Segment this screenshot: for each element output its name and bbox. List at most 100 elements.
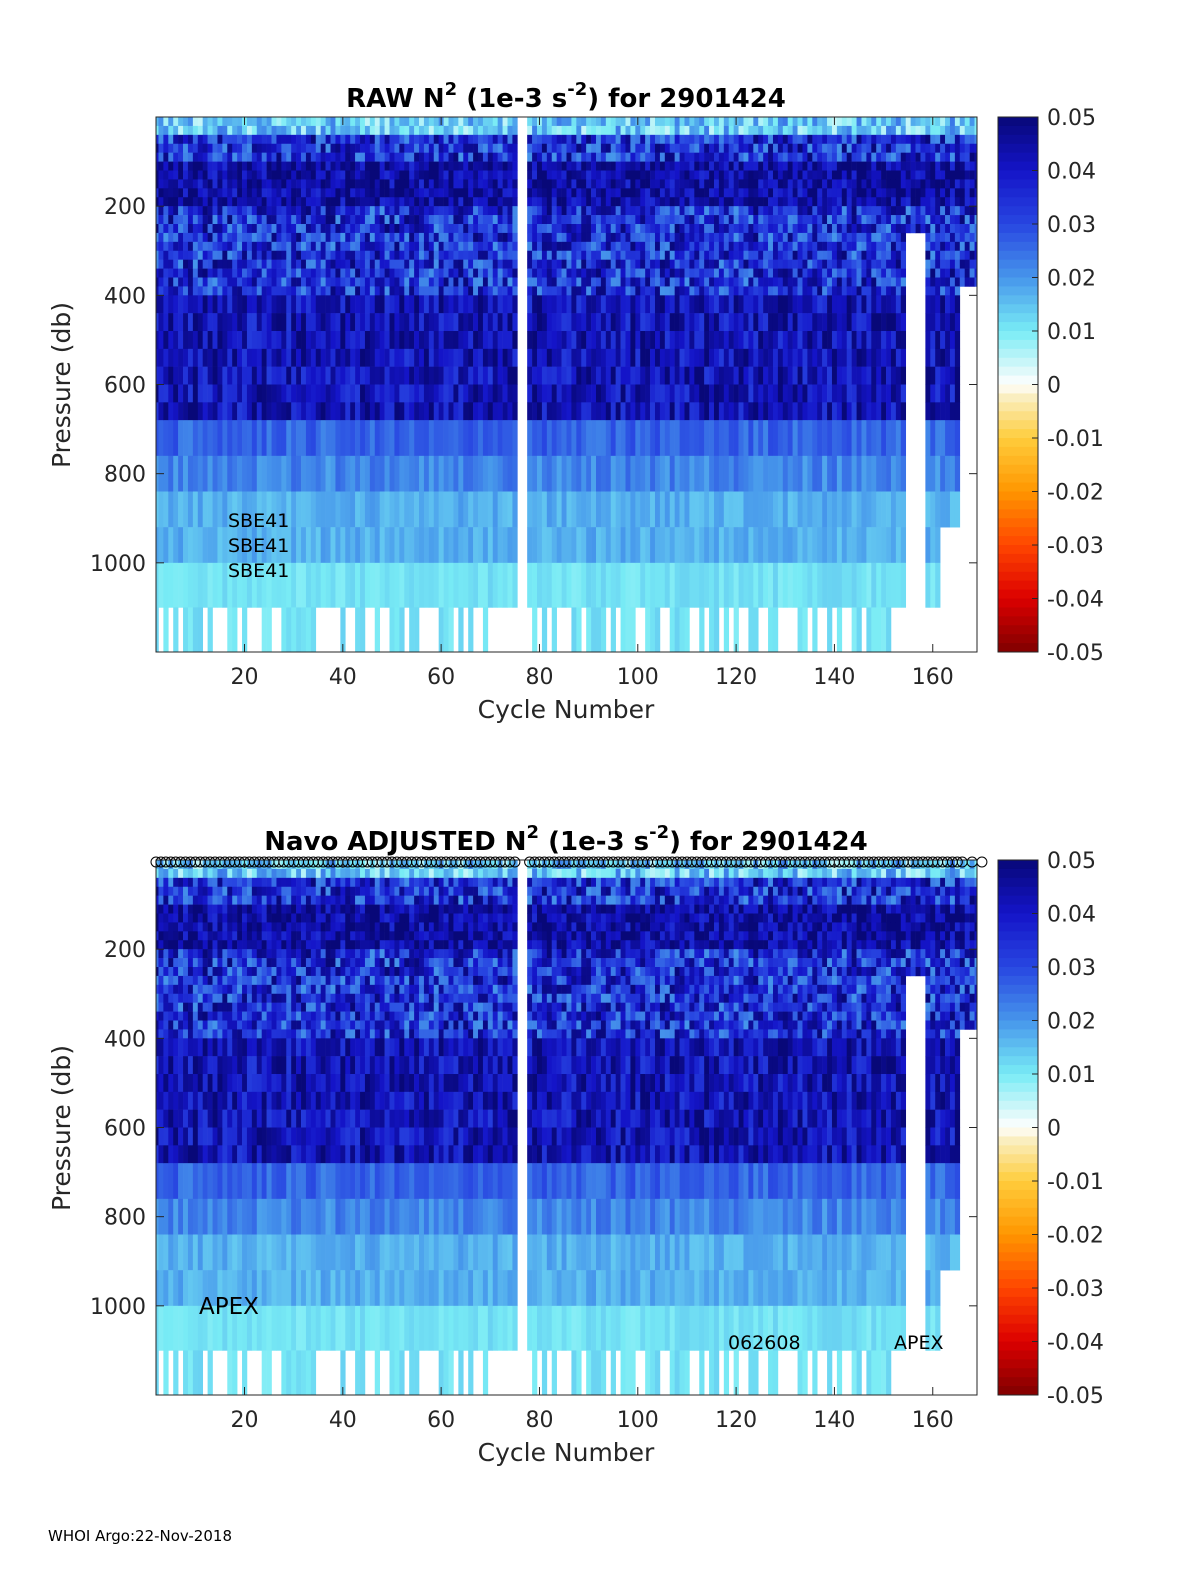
heatmap-cell [482,125,489,136]
heatmap-cell [822,241,828,252]
heatmap-cell [881,241,887,252]
heatmap-cell [659,188,666,198]
heatmap-cell [266,170,272,180]
heatmap-cell [256,143,262,153]
heatmap-cell [433,277,439,287]
heatmap-cell [482,197,489,207]
heatmap-cell [497,295,503,314]
heatmap-cell [163,366,169,385]
heatmap-cell [876,224,882,234]
heatmap-cell [699,277,705,287]
heatmap-cell [428,241,435,252]
heatmap-cell [246,241,253,252]
heatmap-cell [689,152,695,162]
heatmap-cell [537,143,543,153]
heatmap-cell [713,250,720,260]
heatmap-cell [527,232,533,243]
heatmap-cell [635,491,641,528]
heatmap-cell [541,125,548,136]
heatmap-cell [561,125,567,136]
heatmap-cell [183,215,189,225]
heatmap-cell [723,348,730,367]
heatmap-cell [605,295,612,314]
heatmap-cell [768,313,774,332]
heatmap-cell [507,215,513,225]
heatmap-cell [822,366,828,385]
heatmap-cell [817,420,823,457]
heatmap-cell [841,125,848,136]
heatmap-cell [787,268,793,278]
heatmap-cell [620,125,626,136]
heatmap-cell [507,197,513,207]
heatmap-cell [748,384,754,403]
heatmap-cell [168,170,174,180]
heatmap-cell [468,420,474,457]
heatmap-cell [433,215,439,225]
heatmap-cell [183,331,189,350]
heatmap-cell [468,491,474,528]
heatmap-cell [650,331,656,350]
heatmap-cell [232,152,238,162]
heatmap-cell [900,134,907,145]
heatmap-cell [753,491,759,528]
heatmap-cell [369,215,376,225]
heatmap-cell [713,125,720,136]
heatmap-cell [718,224,725,234]
heatmap-cell [797,491,803,528]
heatmap-cell [482,161,489,171]
heatmap-cell [320,348,326,367]
heatmap-cell [296,331,302,350]
heatmap-cell [659,206,666,216]
heatmap-cell [704,215,710,225]
heatmap-cell [502,384,508,403]
heatmap-cell [187,161,194,171]
heatmap-cell [689,232,695,243]
heatmap-cell [802,348,808,367]
heatmap-cell [925,188,931,198]
heatmap-cell [345,331,351,350]
heatmap-cell [915,134,921,145]
heatmap-cell [541,295,548,314]
heatmap-cell [758,232,764,243]
heatmap-cell [192,179,199,189]
heatmap-cell [305,232,312,243]
heatmap-cell [330,188,336,198]
heatmap-cell [315,232,321,243]
heatmap-cell [768,286,774,296]
heatmap-cell [738,232,744,243]
heatmap-cell [723,250,730,260]
heatmap-cell [600,241,607,252]
heatmap-cell [394,331,400,350]
heatmap-cell [733,232,739,243]
heatmap-cell [487,206,494,216]
heatmap-cell [561,143,567,153]
heatmap-cell [679,250,685,260]
heatmap-cell [448,206,454,216]
heatmap-cell [709,313,715,332]
heatmap-cell [812,250,818,260]
heatmap-cell [876,143,882,153]
heatmap-cell [502,215,508,225]
heatmap-cell [374,188,380,198]
heatmap-cell [620,197,626,207]
heatmap-cell [291,161,297,171]
heatmap-cell [183,366,189,385]
heatmap-cell [704,527,710,564]
heatmap-cell [237,402,243,421]
heatmap-cell [187,366,194,385]
heatmap-cell [758,206,764,216]
heatmap-cell [694,224,700,234]
heatmap-cell [758,455,764,492]
heatmap-cell [728,206,734,216]
heatmap-cell [178,277,184,287]
heatmap-cell [610,420,616,457]
heatmap-cell [232,348,238,367]
heatmap-cell [610,331,616,350]
heatmap-cell [753,134,759,145]
heatmap-cell [212,197,218,207]
heatmap-cell [713,179,720,189]
heatmap-cell [178,206,184,216]
heatmap-cell [851,384,857,403]
heatmap-cell [315,206,321,216]
heatmap-cell [802,313,808,332]
